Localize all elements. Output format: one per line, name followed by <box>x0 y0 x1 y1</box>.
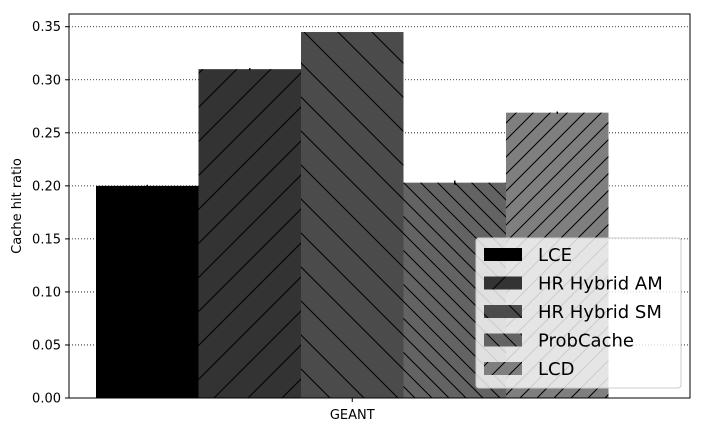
y-tick-label: 0.20 <box>32 179 61 194</box>
plot-frame <box>68 13 691 399</box>
legend-label: LCE <box>538 245 572 266</box>
legend-swatch-hatch <box>484 305 522 318</box>
axes: 0.00 0.05 0.10 0.15 0.20 0.25 0.30 0.35 GEANT <box>32 13 691 423</box>
legend-swatch-hatch <box>484 276 522 290</box>
legend-swatch <box>484 248 522 261</box>
legend: LCE HR Hybrid AM HR Hybrid SM ProbCache LCD <box>475 237 682 389</box>
y-tick-label: 0.00 <box>32 392 61 407</box>
y-tick-label: 0.35 <box>32 20 61 35</box>
legend-box <box>475 237 682 389</box>
y-tick-label: 0.10 <box>32 285 61 300</box>
y-tick-label: 0.05 <box>32 338 61 353</box>
bar-lce <box>96 185 199 398</box>
bar-hatch <box>301 32 404 399</box>
legend-swatch-hatch <box>484 333 522 347</box>
legend-label: ProbCache <box>538 331 634 352</box>
y-axis-label: Cache hit ratio <box>10 158 25 254</box>
x-tick-label: GEANT <box>330 408 375 423</box>
legend-label: HR Hybrid SM <box>538 302 662 323</box>
y-tick-label: 0.25 <box>32 126 61 141</box>
y-tick-label: 0.15 <box>32 232 61 247</box>
bar-hatch <box>198 69 301 398</box>
legend-label: LCD <box>538 359 574 380</box>
legend-label: HR Hybrid AM <box>538 274 663 295</box>
legend-swatch-hatch <box>484 362 522 375</box>
y-tick-label: 0.30 <box>32 73 61 88</box>
